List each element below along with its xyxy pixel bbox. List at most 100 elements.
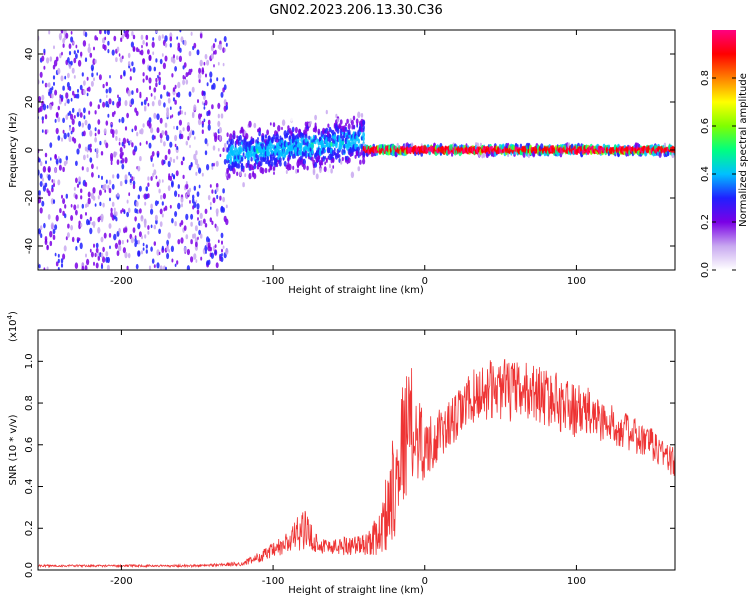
spectrogram-cell [340,160,343,165]
spectrogram-cell [126,112,129,119]
spectrogram-cell [297,164,299,169]
spectrogram-cell [57,179,61,186]
spectrogram-cell [311,150,314,155]
spectrogram-cell [100,264,104,269]
spectrogram-cell [92,195,96,201]
spectrogram-cell [174,221,177,227]
spectrogram-cell [103,128,107,135]
spectrogram-cell [76,93,80,99]
spectrogram-cell [166,107,170,113]
spectrogram-cell [183,225,187,231]
spectrogram-cell [205,250,207,254]
spectrogram-cell [136,47,139,53]
spectrogram-cell [148,265,152,270]
spectrogram-cell [137,222,141,230]
spectrogram-cell [333,147,336,152]
spectrogram-cell [75,209,78,216]
spectrogram-cell [117,244,122,252]
spectrogram-cell [108,98,112,105]
spectrogram-cell [103,232,107,239]
spectrogram-cell [63,245,67,252]
spectrogram-cell [158,35,162,42]
spectrogram-cell [132,227,136,233]
spectrogram-cell [292,153,295,159]
spectrogram-cell [326,168,330,176]
spectrogram-cell [83,80,86,86]
spectrogram-cell [112,174,115,179]
spectrogram-cell [43,48,46,54]
spectrogram-cell [89,216,92,222]
spectrogram-cell [114,242,118,249]
spectrogram-cell [217,113,220,119]
spectrogram-cell [122,137,127,145]
spectrogram-cell [58,164,62,171]
spectrogram-cell [68,86,72,91]
spectrogram-cell [232,167,236,175]
spectrogram-cell [132,34,136,40]
spectrogram-cell [290,115,294,122]
spectrogram-cell [153,224,156,230]
spectrogram-cell [54,252,57,257]
spectrogram-cell [84,31,88,38]
spectrogram-cell [482,152,486,158]
spectrogram-cell [112,101,115,106]
spectrogram-cell [181,203,183,208]
spectrogram-cell [200,256,203,261]
spectrogram-cell [39,71,43,78]
spectrogram-cell [287,125,290,130]
spectrogram-cell [173,175,175,180]
spectrogram-cell [155,77,158,83]
spectrogram-cell [94,110,97,115]
spectrogram-cell [312,170,316,176]
spectrogram-cell [162,193,166,200]
spectrogram-cell [292,165,295,170]
spectrogram-cell [206,82,209,87]
spectrogram-cell [359,101,362,106]
spectrogram-cell [222,207,226,213]
spectrogram-cell [106,94,108,99]
spectrogram-cell [67,98,70,104]
spectrogram-cell [209,184,212,188]
spectrogram-cell [240,156,244,162]
spectrogram-cell [130,236,134,244]
spectrogram-cell [225,204,228,209]
spectrogram-cell [61,194,63,199]
spectrogram-cell [148,85,152,91]
spectrogram-cell [210,53,214,60]
spectrogram-cell [516,144,519,149]
spectrogram-cell [50,222,55,229]
spectrogram-cell [222,62,225,67]
spectrogram-cell [107,40,110,46]
spectrogram-cell [161,201,164,206]
spectrogram-cell [159,58,163,65]
spectrogram-cell [147,225,150,230]
spectrogram-cell [121,33,125,39]
spectrogram-cell [208,238,211,243]
spectrogram-cell [176,155,179,160]
spectrogram-cell [86,154,89,159]
spectrogram-cell [272,166,276,171]
spectrogram-cell [41,116,44,121]
spectrogram-cell [362,158,366,165]
spectrogram-cell [110,124,113,128]
spectrogram-cell [154,200,158,207]
spectrogram-cell [140,101,144,106]
spectrogram-cell [111,111,115,118]
spectrogram-cell [242,168,245,173]
spectrogram-cell [272,122,276,128]
spectrogram-cell [299,145,303,151]
spectrogram-cell [167,160,171,168]
spectrogram-cell [56,112,59,118]
spectrogram-cell [201,129,204,134]
spectrogram-cell [285,170,288,174]
snr-y-tick-label: 0.0 [24,562,35,578]
spectrogram-y-tick-label: -40 [24,238,35,254]
spectrogram-cell [62,166,65,173]
spectrogram-cell [97,195,100,200]
spectrogram-cell [281,139,283,144]
spectrogram-cell [75,53,78,59]
spectrogram-cell [147,230,150,235]
spectrogram-cell [208,111,211,115]
spectrogram-cell [124,227,128,233]
spectrogram-cell [79,214,83,220]
